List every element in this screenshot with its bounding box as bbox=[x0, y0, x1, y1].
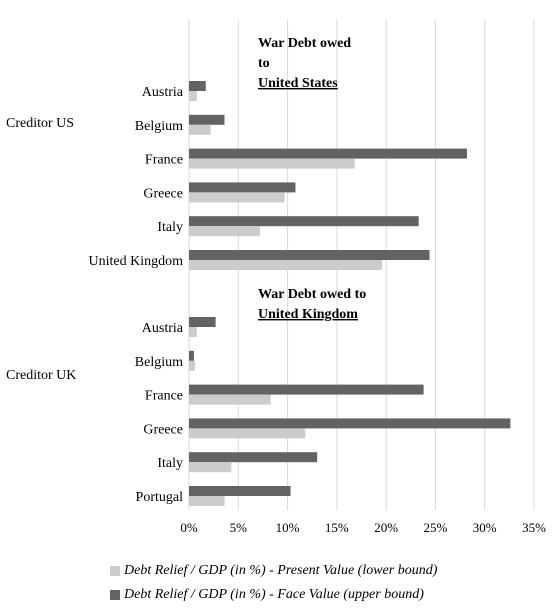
x-tick-label: 5% bbox=[230, 520, 248, 535]
category-label: Italy bbox=[157, 456, 183, 471]
bar-face-value bbox=[189, 384, 424, 395]
category-label: Greece bbox=[143, 186, 183, 201]
bar-face-value bbox=[189, 317, 216, 327]
category-label: United Kingdom bbox=[89, 254, 184, 269]
bars bbox=[189, 81, 511, 506]
group-title: United Kingdom bbox=[258, 307, 358, 322]
category-label: Belgium bbox=[135, 355, 183, 370]
bar-face-value bbox=[189, 418, 511, 429]
category-label: Austria bbox=[142, 321, 184, 336]
legend-item-face-value: Debt Relief / GDP (in %) - Face Value (u… bbox=[110, 585, 540, 605]
bar-present-value bbox=[189, 124, 211, 135]
legend-item-present-value: Debt Relief / GDP (in %) - Present Value… bbox=[110, 561, 540, 581]
bar-present-value bbox=[189, 394, 271, 405]
x-tick-label: 35% bbox=[522, 520, 546, 535]
legend-swatch-face-value bbox=[110, 590, 120, 600]
bar-present-value bbox=[189, 192, 285, 203]
category-label: Greece bbox=[143, 422, 183, 437]
category-label: Portugal bbox=[136, 490, 184, 505]
x-tick-label: 30% bbox=[473, 520, 497, 535]
x-tick-label: 20% bbox=[374, 520, 398, 535]
x-tick-label: 15% bbox=[325, 520, 349, 535]
bar-present-value bbox=[189, 360, 195, 371]
bar-face-value bbox=[189, 148, 467, 159]
category-label: France bbox=[145, 153, 183, 168]
bar-present-value bbox=[189, 260, 383, 270]
group-label: Creditor US bbox=[6, 116, 74, 131]
bar-face-value bbox=[189, 216, 419, 227]
bar-face-value bbox=[189, 486, 291, 496]
bar-present-value bbox=[189, 158, 355, 169]
bar-present-value bbox=[189, 226, 260, 237]
legend-label-present-value: Debt Relief / GDP (in %) - Present Value… bbox=[124, 563, 438, 578]
category-label: Italy bbox=[157, 220, 183, 235]
category-label: Belgium bbox=[135, 119, 183, 134]
x-tick-label: 0% bbox=[180, 520, 198, 535]
labels: 0% 5% 10% 15% 20% 25% 30% 35% War Debt owed to Uni… bbox=[6, 36, 546, 535]
group-title: War Debt owed bbox=[258, 36, 351, 51]
bar-face-value bbox=[189, 182, 296, 193]
bar-present-value bbox=[189, 327, 197, 337]
bar-face-value bbox=[189, 81, 206, 91]
x-tick-label: 25% bbox=[424, 520, 448, 535]
x-tick-label: 10% bbox=[276, 520, 300, 535]
group-title: to bbox=[258, 56, 270, 71]
bar-present-value bbox=[189, 462, 232, 473]
legend-swatch-present-value bbox=[110, 566, 120, 576]
bar-face-value bbox=[189, 452, 318, 463]
bar-face-value bbox=[189, 250, 430, 260]
bar-face-value bbox=[189, 350, 194, 361]
bar-face-value bbox=[189, 114, 225, 125]
bar-present-value bbox=[189, 428, 306, 439]
bar-present-value bbox=[189, 496, 225, 506]
category-label: France bbox=[145, 389, 183, 404]
category-label: Austria bbox=[142, 85, 184, 100]
legend-label-face-value: Debt Relief / GDP (in %) - Face Value (u… bbox=[124, 587, 424, 602]
group-label: Creditor UK bbox=[6, 368, 76, 383]
group-title: United States bbox=[258, 76, 338, 91]
bar-present-value bbox=[189, 91, 197, 101]
group-title: War Debt owed to bbox=[258, 287, 366, 302]
